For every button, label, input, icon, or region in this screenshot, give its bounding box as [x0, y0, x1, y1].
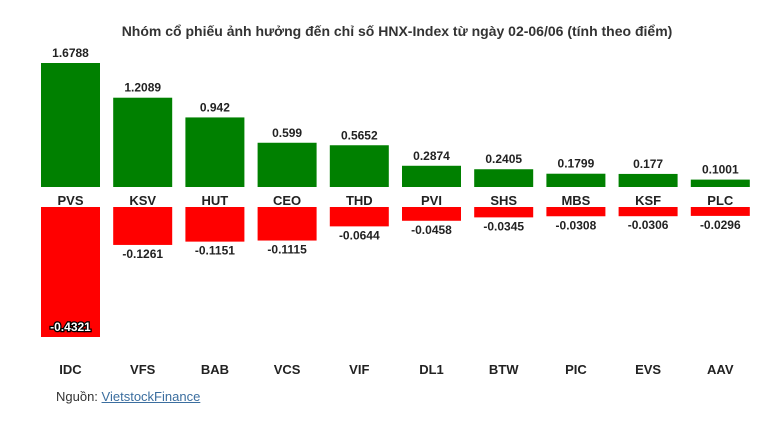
category-label-negative: VFS — [130, 362, 156, 377]
category-label-positive: MBS — [561, 193, 590, 208]
data-label-positive: 0.2405 — [485, 152, 522, 166]
data-label-positive: 1.2089 — [124, 81, 161, 95]
data-label-negative: -0.1115 — [267, 243, 307, 257]
data-label-negative: -0.0458 — [411, 223, 452, 237]
bar-positive-pvi — [402, 165, 461, 187]
source-prefix: Nguồn: — [56, 389, 102, 404]
bar-negative-btw — [474, 207, 534, 218]
data-label-positive: 0.5652 — [341, 128, 378, 142]
data-label-positive: 1.6788 — [52, 46, 89, 60]
source-note: Nguồn: VietstockFinance — [56, 389, 200, 404]
chart-title: Nhóm cổ phiếu ảnh hưởng đến chỉ số HNX-I… — [122, 23, 673, 39]
data-label-negative: -0.0308 — [556, 218, 597, 232]
data-label-negative: -0.0296 — [700, 218, 741, 232]
category-label-negative: EVS — [635, 362, 661, 377]
category-label-positive: PLC — [707, 193, 734, 208]
category-label-negative: IDC — [59, 362, 82, 377]
bar-positive-ceo — [257, 142, 317, 187]
bar-negative-dl1 — [402, 207, 461, 221]
data-label-negative: -0.0644 — [339, 228, 380, 242]
bar-negative-idc — [41, 207, 100, 337]
bar-positive-pvs — [41, 63, 100, 187]
category-label-negative: VIF — [349, 362, 369, 377]
data-label-positive: 0.1799 — [558, 157, 595, 171]
bar-negative-aav — [690, 207, 750, 216]
bar-positive-mbs — [546, 173, 606, 187]
bar-positive-shs — [474, 169, 534, 187]
category-label-positive: CEO — [273, 193, 301, 208]
bar-negative-bab — [185, 207, 245, 242]
category-label-positive: SHS — [490, 193, 517, 208]
data-label-negative: -0.4321 — [50, 320, 91, 334]
bar-negative-vfs — [113, 207, 173, 245]
data-label-positive: 0.177 — [633, 157, 663, 171]
data-label-positive: 0.942 — [200, 100, 230, 114]
bar-positive-thd — [329, 145, 389, 187]
category-label-positive: PVI — [421, 193, 442, 208]
data-label-negative: -0.0306 — [628, 218, 669, 232]
data-label-positive: 0.599 — [272, 126, 302, 140]
category-label-positive: THD — [346, 193, 373, 208]
bar-positive-plc — [690, 179, 750, 187]
bar-negative-evs — [618, 207, 678, 217]
data-label-positive: 0.1001 — [702, 163, 739, 177]
data-label-negative: -0.1151 — [195, 244, 235, 258]
category-label-negative: VCS — [274, 362, 301, 377]
data-label-positive: 0.2874 — [413, 149, 450, 163]
category-label-positive: KSV — [129, 193, 156, 208]
category-label-positive: HUT — [202, 193, 229, 208]
category-label-negative: PIC — [565, 362, 587, 377]
bar-positive-ksv — [113, 97, 173, 187]
data-label-negative: -0.1261 — [122, 247, 163, 261]
category-label-negative: BTW — [489, 362, 519, 377]
category-label-negative: BAB — [201, 362, 229, 377]
bar-negative-vcs — [257, 207, 317, 241]
category-label-negative: DL1 — [419, 362, 444, 377]
bar-positive-hut — [185, 117, 245, 187]
category-label-positive: KSF — [635, 193, 661, 208]
data-label-negative: -0.0345 — [483, 219, 524, 233]
bar-negative-pic — [546, 207, 606, 217]
category-label-negative: AAV — [707, 362, 734, 377]
category-label-positive: PVS — [57, 193, 83, 208]
source-link[interactable]: VietstockFinance — [101, 389, 201, 404]
bar-positive-ksf — [618, 173, 678, 187]
bar-negative-vif — [329, 207, 389, 227]
